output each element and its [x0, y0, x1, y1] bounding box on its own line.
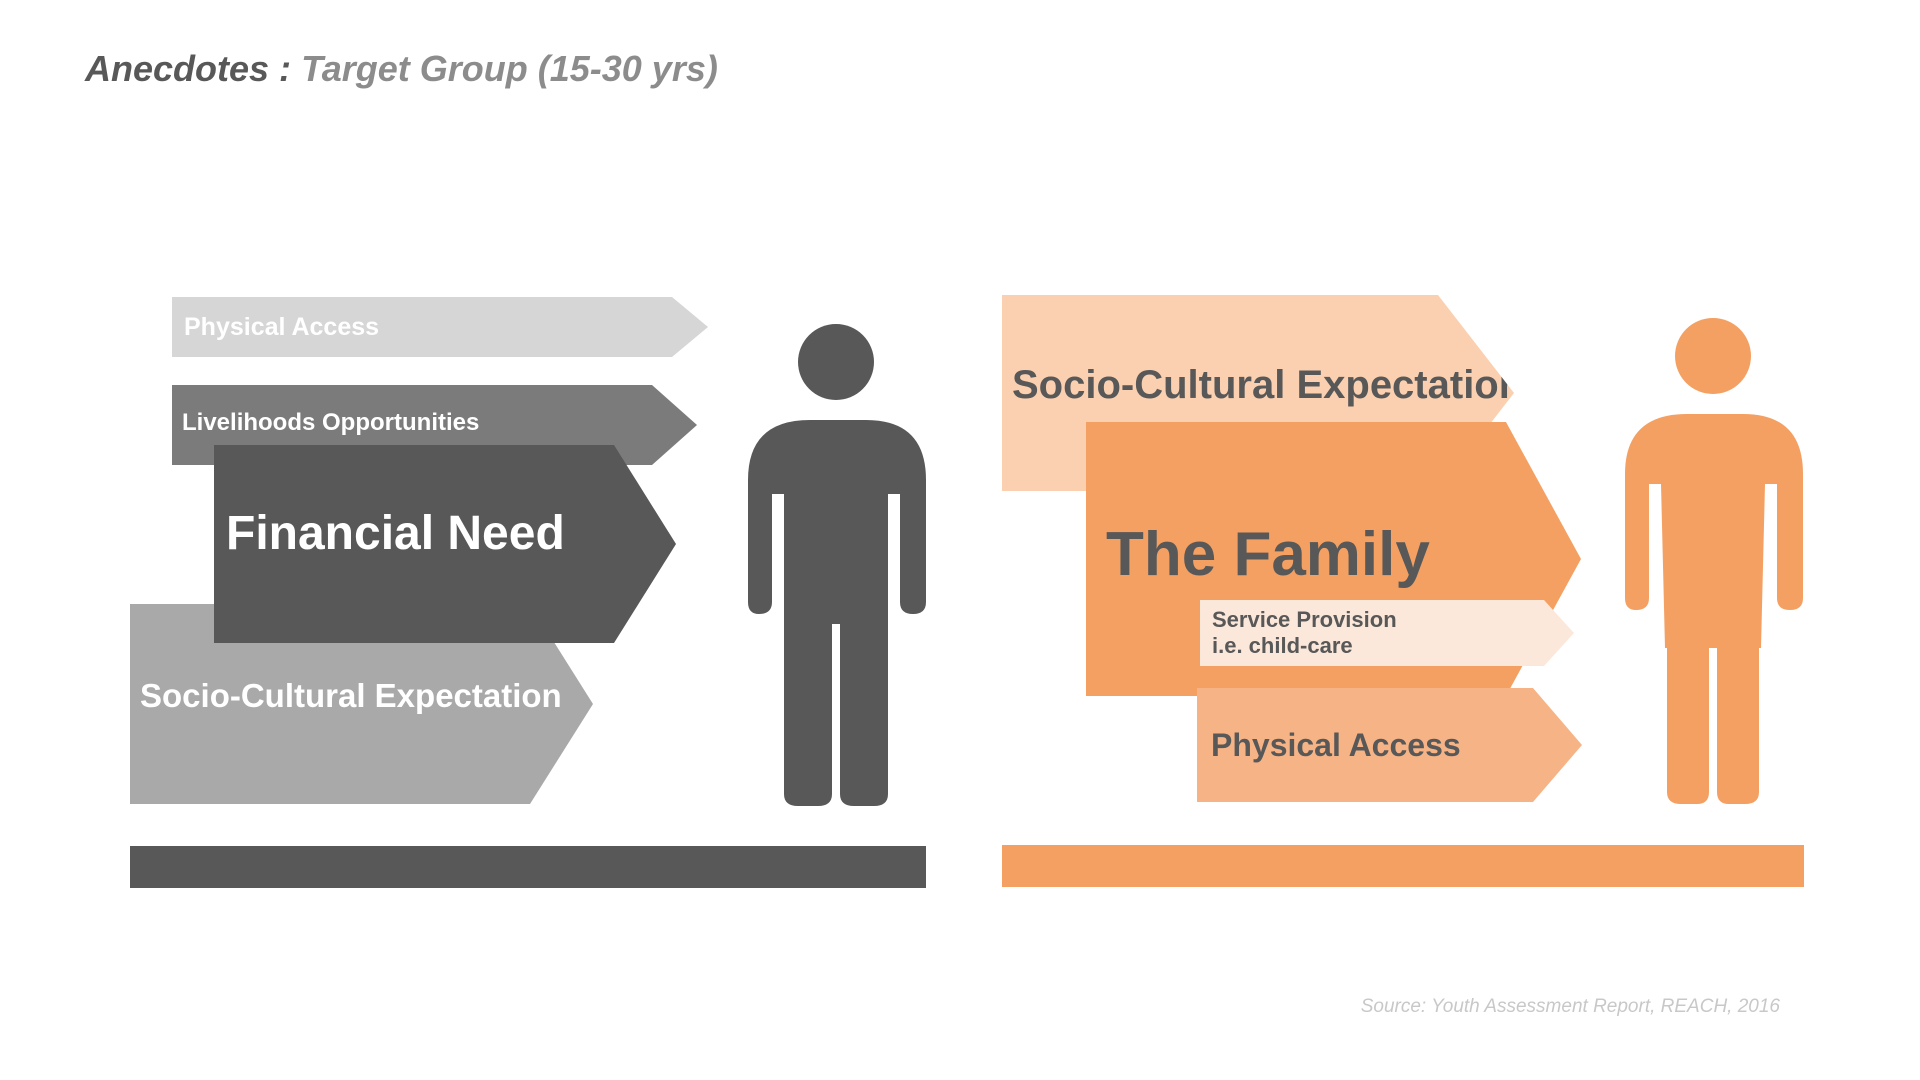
- source-citation: Source: Youth Assessment Report, REACH, …: [1360, 996, 1780, 1017]
- arrow-service-provision: Service Provision i.e. child-care: [1200, 600, 1574, 666]
- left-base-bar: [130, 846, 926, 888]
- title-main: Anecdotes :: [85, 48, 292, 89]
- label-physical-access-right: Physical Access: [1211, 726, 1461, 763]
- right-base-bar: [1002, 845, 1804, 887]
- label-the-family: The Family: [1106, 520, 1430, 589]
- arrow-physical-access-left: Physical Access: [172, 297, 708, 357]
- label-socio-cultural-left: Socio-Cultural Expectation: [140, 677, 562, 714]
- title-subtitle: Target Group (15-30 yrs): [301, 48, 718, 89]
- arrow-financial-need: Financial Need: [214, 445, 676, 643]
- label-physical-access-left: Physical Access: [184, 313, 380, 341]
- label-child-care: i.e. child-care: [1212, 633, 1353, 658]
- label-socio-cultural-right: Socio-Cultural Expectation: [1012, 363, 1524, 407]
- page-title: Anecdotes : Target Group (15-30 yrs): [85, 48, 718, 90]
- label-financial-need: Financial Need: [226, 507, 565, 560]
- female-person-icon: [1625, 318, 1803, 804]
- arrow-physical-access-right: Physical Access: [1197, 688, 1582, 802]
- label-livelihoods-opportunities: Livelihoods Opportunities: [182, 409, 480, 436]
- male-person-icon: [748, 324, 926, 806]
- label-service-provision: Service Provision: [1212, 606, 1397, 632]
